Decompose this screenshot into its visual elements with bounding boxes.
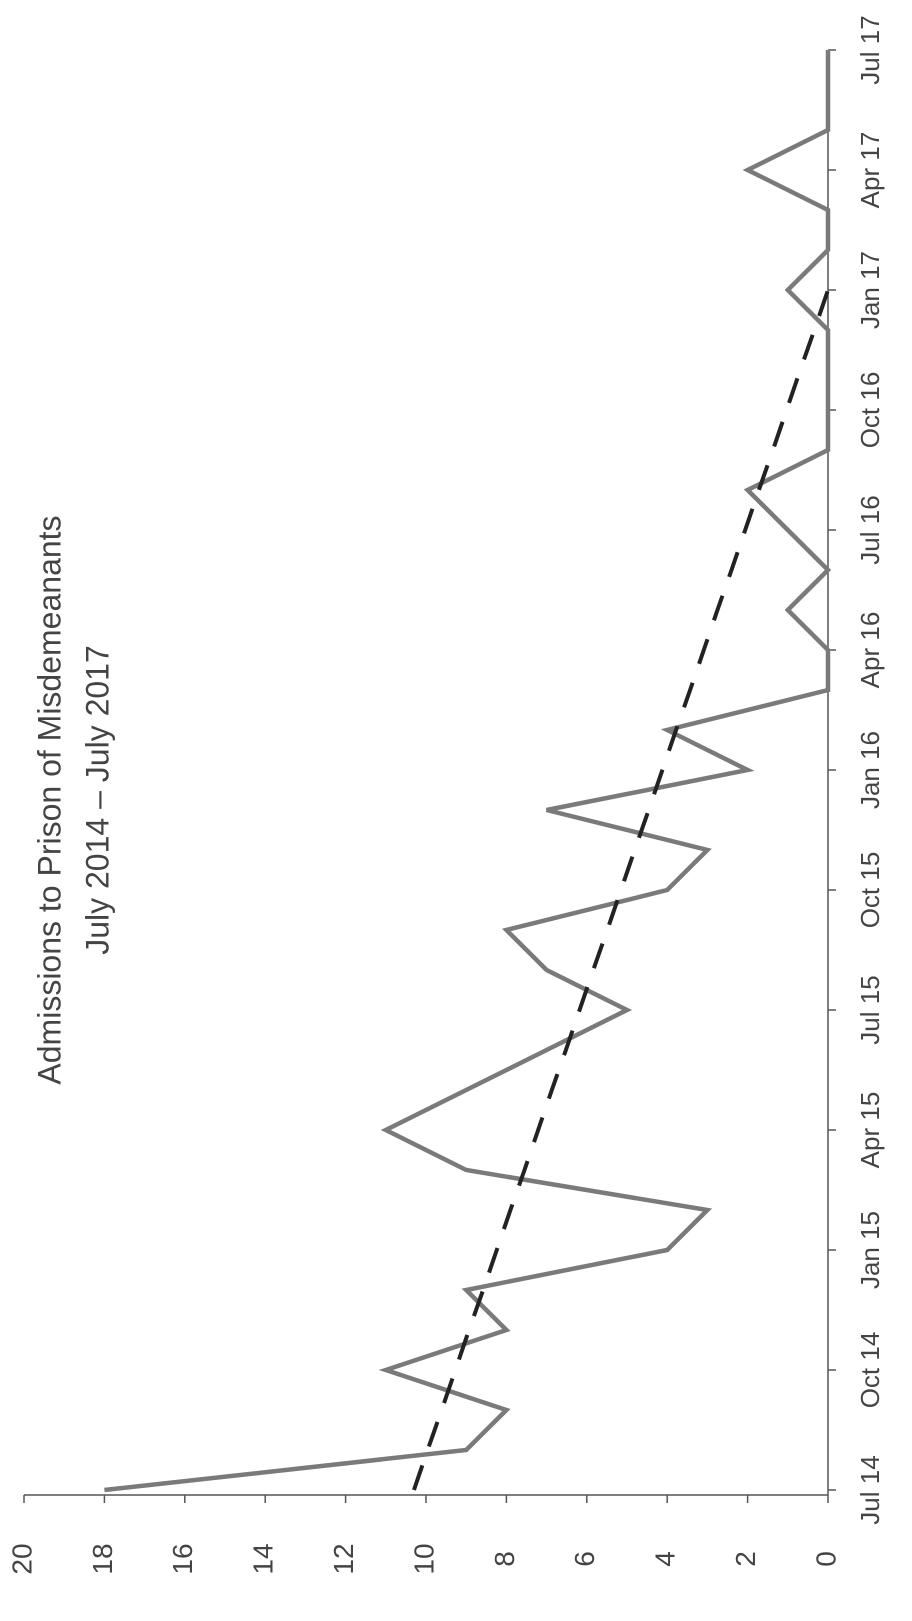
y-tick-label: 2 [730,1551,761,1567]
x-tick-label: Jan 15 [855,1211,885,1289]
y-tick-label: 0 [810,1551,841,1567]
x-tick-label: Apr 16 [855,612,885,689]
chart-subtitle: July 2014 – July 2017 [79,645,115,955]
y-tick-label: 6 [569,1551,600,1567]
y-tick-label: 4 [650,1551,681,1567]
x-tick-label: Oct 14 [855,1332,885,1409]
y-tick-label: 10 [408,1543,439,1574]
x-tick-label: Apr 17 [855,132,885,209]
y-tick-label: 14 [248,1543,279,1574]
rotated-plot: Admissions to Prison of Misdemeanants Ju… [6,15,884,1574]
x-tick-label: Oct 15 [855,852,885,929]
x-tick-label: Jan 17 [855,251,885,329]
x-tick-label: Jan 16 [855,731,885,809]
x-tick-label: Jul 15 [855,975,885,1044]
y-tick-label: 16 [167,1543,198,1574]
y-tick-label: 20 [6,1543,37,1574]
chart-title: Admissions to Prison of Misdemeanants [31,515,67,1084]
x-tick-label: Jul 16 [855,495,885,564]
x-tick-label: Jul 17 [855,15,885,84]
data-line [104,50,832,1493]
trend-line [412,289,830,1491]
y-tick-label: 12 [328,1543,359,1574]
x-tick-label: Oct 16 [855,372,885,449]
x-tick-label: Apr 15 [855,1092,885,1169]
y-tick-label: 18 [87,1543,118,1574]
x-tick-label: Jul 14 [855,1455,885,1524]
y-tick-label: 8 [489,1551,520,1567]
